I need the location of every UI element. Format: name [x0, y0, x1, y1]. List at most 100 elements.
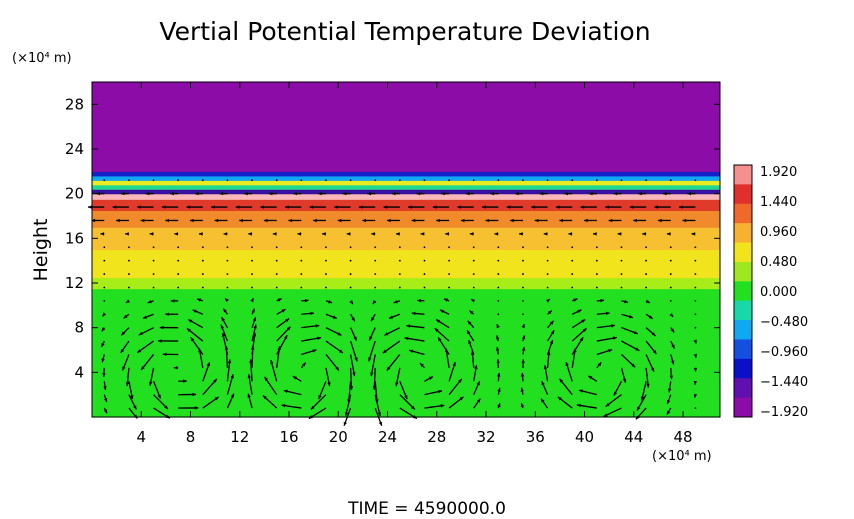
wind-vector-head — [666, 399, 671, 404]
wind-vector-head — [116, 218, 120, 223]
wind-vector-head — [406, 324, 411, 328]
wind-vector-head — [432, 205, 437, 209]
wind-vector-head — [198, 232, 203, 236]
wind-vector-field — [88, 179, 698, 427]
wind-vector-head — [192, 309, 197, 313]
wind-vector-head — [293, 191, 297, 196]
wind-vector-head — [629, 205, 634, 209]
wind-vector-head — [440, 404, 445, 408]
wind-vector-head — [521, 324, 525, 329]
wind-vector-dot — [694, 286, 697, 289]
wind-vector-head — [436, 218, 440, 223]
wind-vector-head — [520, 403, 525, 408]
wind-vector-head — [362, 218, 366, 223]
wind-vector-dot — [423, 259, 426, 262]
wind-vector-dot — [522, 179, 524, 182]
wind-vector-dot — [325, 246, 327, 249]
wind-vector-head — [638, 191, 642, 196]
wind-vector-head — [145, 191, 150, 196]
wind-vector-dot — [546, 259, 549, 262]
wind-vector-head — [543, 232, 548, 236]
heat-layer-7 — [92, 189, 720, 195]
wind-vector-head — [223, 232, 228, 236]
wind-vector-head — [375, 399, 379, 404]
wind-vector-head — [382, 349, 387, 354]
wind-vector-head — [183, 379, 187, 383]
wind-vector-head — [206, 362, 211, 367]
wind-vector-head — [549, 320, 554, 325]
wind-vector-head — [521, 346, 526, 351]
wind-vector-head — [438, 337, 442, 342]
wind-vector-head — [88, 205, 92, 209]
wind-vector-head — [194, 191, 199, 196]
wind-vector-dot — [522, 299, 524, 302]
wind-vector-head — [648, 315, 653, 319]
wind-vector-dot — [472, 246, 475, 249]
wind-vector-dot — [522, 313, 524, 316]
wind-vector-head — [112, 205, 117, 209]
wind-vector-head — [443, 298, 448, 302]
wind-vector-head — [670, 360, 675, 365]
wind-vector-dot — [645, 179, 648, 182]
wind-vector-dot — [669, 299, 672, 302]
wind-vector — [370, 354, 376, 377]
wind-vector-head — [395, 382, 399, 387]
wind-vector-head — [420, 232, 425, 236]
wind-vector-dot — [201, 259, 204, 262]
wind-vector-dot — [374, 179, 377, 182]
x-tick-label: 24 — [378, 428, 397, 446]
wind-vector-head — [165, 312, 169, 316]
wind-vector-head — [272, 232, 277, 236]
wind-vector-head — [285, 205, 289, 209]
wind-vector-head — [250, 298, 254, 303]
wind-vector-head — [642, 232, 646, 236]
wind-vector-head — [671, 344, 675, 349]
wind-vector-dot — [398, 259, 401, 262]
x-tick-label: 36 — [526, 428, 545, 446]
wind-vector-head — [173, 366, 178, 370]
wind-vector-head — [467, 320, 472, 325]
wind-vector-dot — [152, 259, 155, 262]
wind-vector-dot — [128, 259, 130, 262]
wind-vector-head — [186, 328, 191, 332]
wind-vector-dot — [103, 286, 106, 289]
colorbar-tick-label: −1.440 — [760, 375, 808, 390]
wind-vector-head — [593, 232, 597, 236]
wind-vector-dot — [546, 273, 549, 275]
wind-vector-dot — [226, 286, 229, 289]
wind-vector-head — [369, 336, 373, 341]
wind-vector-head — [693, 367, 698, 372]
wind-vector-head — [631, 363, 636, 368]
wind-vector-dot — [300, 273, 303, 275]
wind-vector-head — [624, 299, 628, 304]
wind-vector-dot — [669, 273, 672, 275]
wind-vector-dot — [620, 273, 623, 275]
colorbar-segment — [734, 339, 752, 360]
wind-vector-head — [520, 372, 525, 377]
wind-vector-head — [123, 314, 128, 319]
colorbar-segment — [734, 203, 752, 224]
wind-vector-dot — [571, 246, 574, 249]
wind-vector-dot — [571, 273, 574, 275]
wind-vector — [349, 354, 356, 377]
wind-vector-dot — [103, 259, 106, 262]
wind-vector-dot — [128, 286, 130, 289]
wind-vector-head — [262, 395, 267, 400]
wind-vector-head — [353, 336, 357, 341]
wind-vector-head — [600, 298, 605, 303]
colorbar-segment — [734, 165, 752, 185]
wind-vector-dot — [201, 273, 204, 275]
wind-vector-head — [189, 218, 194, 223]
x-tick-label: 8 — [186, 428, 196, 446]
wind-vector-head — [416, 191, 421, 196]
wind-vector-head — [669, 313, 674, 317]
wind-vector-head — [395, 232, 400, 236]
wind-vector-dot — [522, 286, 524, 289]
wind-vector-head — [313, 218, 317, 223]
plot-frame — [91, 81, 721, 418]
wind-vector-head — [391, 191, 396, 196]
wind-vector-dot — [152, 246, 155, 249]
wind-vector-head — [520, 387, 525, 392]
wind-vector-head — [378, 421, 383, 426]
y-axis-label: Height — [30, 219, 52, 282]
